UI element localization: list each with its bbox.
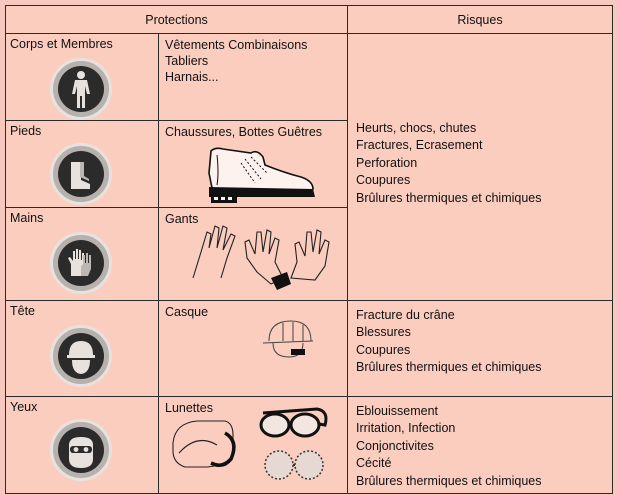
risk-item: Brûlures thermiques et chimiques — [356, 190, 542, 205]
protection-cell: Vêtements Combinaisons Tabliers Harnais.… — [158, 33, 348, 121]
protection-label: Casque — [165, 305, 209, 319]
risks-cell-yeux: Eblouissement Irritation, Infection Conj… — [347, 396, 613, 494]
header-protections: Protections — [5, 5, 348, 34]
risk-item: Cécité — [356, 456, 392, 471]
zone-cell: Corps et Membres — [5, 33, 159, 121]
zone-label: Mains — [10, 211, 44, 225]
table-row: Pieds Chaussures, Bottes Guêtres — [5, 120, 613, 208]
protection-label-2: Harnais... — [165, 70, 219, 84]
risk-item: Heurts, chocs, chutes — [356, 121, 477, 135]
zone-cell: Tête — [5, 300, 159, 397]
header-row: Protections Risques — [5, 5, 613, 34]
protection-label: Lunettes — [165, 401, 213, 415]
risks-cell-group1: Heurts, chocs, chutes Fractures, Ecrasem… — [347, 33, 613, 301]
ppe-table-frame: Protections Risques Corps et Membres — [5, 5, 613, 494]
risk-item: Irritation, Infection — [356, 421, 456, 436]
protection-cell: Casque — [158, 300, 348, 397]
risk-item: Coupures — [356, 173, 411, 188]
protection-label: Chaussures, Bottes Guêtres — [165, 125, 323, 139]
gloves-drawing-icon — [192, 225, 330, 290]
risk-item: Coupures — [356, 342, 411, 357]
table-row: Tête Casque — [5, 300, 613, 397]
body-protection-icon — [50, 58, 112, 120]
risk-item: Perforation — [356, 155, 418, 170]
zone-cell: Yeux — [5, 396, 159, 494]
gloves-icon — [50, 232, 112, 294]
zone-label: Tête — [10, 304, 36, 318]
table-row: Mains Gants — [5, 207, 613, 301]
risk-item: Brûlures thermiques et chimiques — [356, 473, 542, 488]
zone-label: Corps et Membres — [10, 37, 113, 51]
helmet-icon — [50, 325, 112, 387]
protection-cell: Lunettes — [158, 396, 348, 494]
zone-label: Pieds — [10, 124, 42, 138]
zone-label: Yeux — [10, 400, 38, 414]
protection-cell: Chaussures, Bottes Guêtres — [158, 120, 348, 208]
protection-label: Vêtements Combinaisons Tabliers — [165, 38, 308, 68]
ppe-table: Protections Risques Corps et Membres — [5, 5, 613, 494]
risk-item: Fracture du crâne — [356, 308, 455, 322]
risk-item: Fractures, Ecrasement — [356, 138, 483, 153]
risk-item: Conjonctivites — [356, 438, 434, 453]
risk-item: Blessures — [356, 325, 411, 340]
risk-item: Brûlures thermiques et chimiques — [356, 360, 542, 375]
protection-label: Gants — [165, 212, 199, 226]
protection-cell: Gants — [158, 207, 348, 301]
boots-icon — [50, 143, 112, 205]
risk-item: Eblouissement — [356, 404, 438, 418]
table-row: Corps et Membres Vêtements Combinaisons … — [5, 33, 613, 301]
glasses-drawing-icon — [172, 407, 328, 480]
helmet-drawing-icon — [262, 320, 314, 358]
table-row: Yeux Lunettes — [5, 396, 613, 494]
shoe-drawing-icon — [208, 147, 315, 203]
zone-cell: Pieds — [5, 120, 159, 208]
zone-cell: Mains — [5, 207, 159, 301]
header-risques: Risques — [347, 5, 613, 34]
goggles-icon — [50, 419, 112, 481]
risks-cell-tete: Fracture du crâne Blessures Coupures Brû… — [347, 300, 613, 397]
